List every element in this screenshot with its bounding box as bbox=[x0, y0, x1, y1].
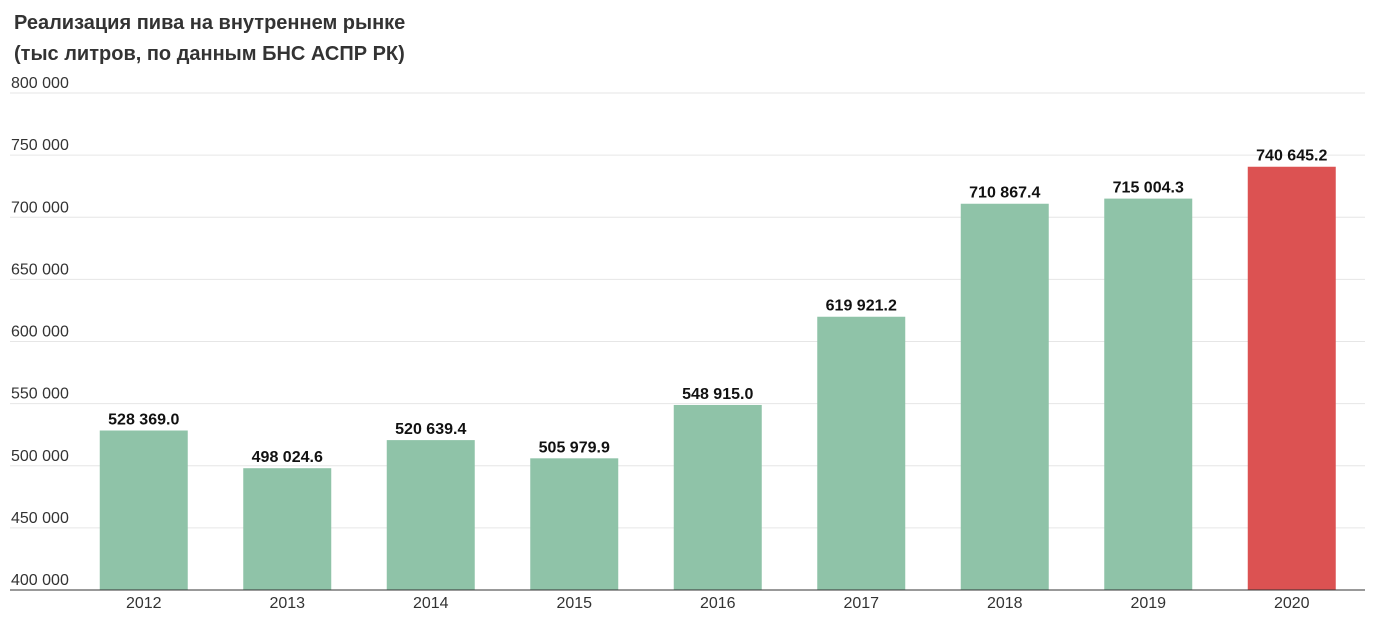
data-label: 740 645.2 bbox=[1256, 148, 1327, 165]
bar-2016 bbox=[673, 404, 762, 590]
chart-subtitle: (тыс литров, по данным БНС АСПР РК) bbox=[14, 43, 405, 65]
y-tick-label: 400 000 bbox=[11, 572, 69, 589]
bars bbox=[99, 166, 1336, 590]
x-axis-tick-labels: 2012 2013 2014 2015 2016 2017 2018 2019 2020 bbox=[126, 595, 1310, 612]
data-label: 548 915.0 bbox=[682, 386, 753, 403]
bar-2018 bbox=[960, 203, 1049, 590]
y-tick-label: 600 000 bbox=[11, 324, 69, 341]
data-label: 710 867.4 bbox=[969, 185, 1040, 202]
y-tick-label: 550 000 bbox=[11, 386, 69, 403]
y-tick-label: 450 000 bbox=[11, 510, 69, 527]
data-label: 520 639.4 bbox=[395, 421, 466, 438]
bar-2019 bbox=[1104, 198, 1193, 590]
y-tick-label: 700 000 bbox=[11, 199, 69, 216]
x-tick-label: 2020 bbox=[1274, 595, 1310, 612]
x-tick-label: 2014 bbox=[413, 595, 449, 612]
bar-2014 bbox=[386, 440, 475, 590]
bar-2017 bbox=[817, 316, 906, 590]
x-tick-label: 2018 bbox=[987, 595, 1023, 612]
y-tick-label: 500 000 bbox=[11, 448, 69, 465]
chart-title: Реализация пива на внутреннем рынке bbox=[14, 12, 406, 34]
y-tick-label: 650 000 bbox=[11, 261, 69, 278]
data-label: 528 369.0 bbox=[108, 412, 179, 429]
x-tick-label: 2017 bbox=[843, 595, 879, 612]
chart-title-block: Реализация пива на внутреннем рынке (тыс… bbox=[14, 8, 405, 70]
data-label: 619 921.2 bbox=[826, 298, 897, 315]
data-label: 498 024.6 bbox=[252, 449, 323, 466]
x-tick-label: 2015 bbox=[556, 595, 592, 612]
x-tick-label: 2012 bbox=[126, 595, 162, 612]
x-tick-label: 2019 bbox=[1130, 595, 1166, 612]
y-tick-label: 750 000 bbox=[11, 137, 69, 154]
y-tick-label: 800 000 bbox=[11, 75, 69, 92]
bar-2013 bbox=[243, 468, 332, 590]
bar-2020 bbox=[1247, 166, 1336, 590]
y-axis-tick-labels: 400 000 450 000 500 000 550 000 600 000 650 0… bbox=[11, 75, 69, 589]
data-label: 715 004.3 bbox=[1113, 180, 1184, 197]
data-labels: 528 369.0 498 024.6 520 639.4 505 979.9 548 … bbox=[108, 148, 1327, 466]
bar-2015 bbox=[530, 458, 619, 590]
x-tick-label: 2016 bbox=[700, 595, 736, 612]
data-label: 505 979.9 bbox=[539, 439, 610, 456]
bar-2012 bbox=[99, 430, 188, 590]
x-tick-label: 2013 bbox=[269, 595, 305, 612]
